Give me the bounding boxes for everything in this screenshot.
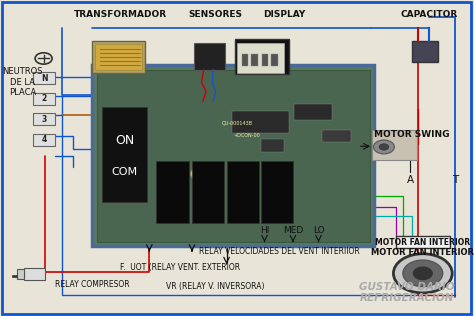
Bar xyxy=(192,161,224,223)
Text: LO: LO xyxy=(313,226,324,235)
Text: SENSORES: SENSORES xyxy=(189,10,243,19)
Bar xyxy=(396,236,450,248)
Text: F.  UOT (RELAY VENT. EXTERIOR: F. UOT (RELAY VENT. EXTERIOR xyxy=(120,263,240,271)
Text: RELAY VELOCIDADES DEL VENT INTERIIOR: RELAY VELOCIDADES DEL VENT INTERIIOR xyxy=(199,247,360,256)
Circle shape xyxy=(379,144,389,150)
Bar xyxy=(92,65,374,246)
Text: ON: ON xyxy=(115,134,134,147)
Bar xyxy=(322,130,351,142)
Bar xyxy=(156,161,189,223)
Text: COM: COM xyxy=(111,167,138,177)
Circle shape xyxy=(403,260,443,287)
Bar xyxy=(262,54,268,66)
Bar xyxy=(232,111,289,133)
Bar xyxy=(271,54,278,66)
Bar xyxy=(92,41,145,73)
Text: MOTOR FAN INTERIOR: MOTOR FAN INTERIOR xyxy=(375,238,470,246)
Bar xyxy=(412,41,438,62)
Text: MOTOR FAN INTERIOR: MOTOR FAN INTERIOR xyxy=(371,248,474,257)
Bar xyxy=(372,130,417,160)
Bar xyxy=(227,161,259,223)
Text: A: A xyxy=(406,175,414,185)
Circle shape xyxy=(393,254,452,293)
Bar xyxy=(102,107,147,202)
Bar xyxy=(261,161,293,223)
Text: HI: HI xyxy=(260,226,269,235)
Text: 4: 4 xyxy=(41,136,47,144)
Bar xyxy=(33,93,55,105)
Text: TRANSFORMADOR: TRANSFORMADOR xyxy=(74,10,167,19)
Bar xyxy=(17,269,24,279)
Text: MOTOR SWING: MOTOR SWING xyxy=(374,130,450,139)
Circle shape xyxy=(191,165,217,183)
Text: MED: MED xyxy=(283,226,303,235)
Bar xyxy=(237,43,284,73)
Text: DISPLAY: DISPLAY xyxy=(263,10,306,19)
Text: 2: 2 xyxy=(41,94,47,103)
Bar xyxy=(242,54,248,66)
Bar xyxy=(97,70,370,242)
Text: CAPACITOR: CAPACITOR xyxy=(401,10,457,19)
Bar xyxy=(33,113,55,125)
Text: NEUTROS
DE LA
PLACA: NEUTROS DE LA PLACA xyxy=(2,67,43,97)
Text: VR (RELAY V. INVERSORA): VR (RELAY V. INVERSORA) xyxy=(166,282,265,291)
Circle shape xyxy=(413,267,432,280)
Bar xyxy=(261,139,284,152)
Text: GUSTAVO DARIO
REFRIGERACION: GUSTAVO DARIO REFRIGERACION xyxy=(359,282,455,303)
Text: T: T xyxy=(452,175,458,185)
Bar xyxy=(33,72,55,84)
Text: QU-000143B: QU-000143B xyxy=(221,121,253,126)
Bar xyxy=(235,40,289,74)
Bar xyxy=(33,134,55,146)
Text: RELAY COMPRESOR: RELAY COMPRESOR xyxy=(55,280,130,289)
Text: +DCON-00: +DCON-00 xyxy=(233,133,260,138)
Text: N: N xyxy=(41,74,47,83)
Text: 3: 3 xyxy=(41,115,47,124)
Bar xyxy=(251,54,258,66)
Bar xyxy=(294,104,332,120)
Bar xyxy=(24,268,45,280)
Bar xyxy=(194,43,225,70)
Circle shape xyxy=(374,140,394,154)
Bar xyxy=(95,44,142,70)
